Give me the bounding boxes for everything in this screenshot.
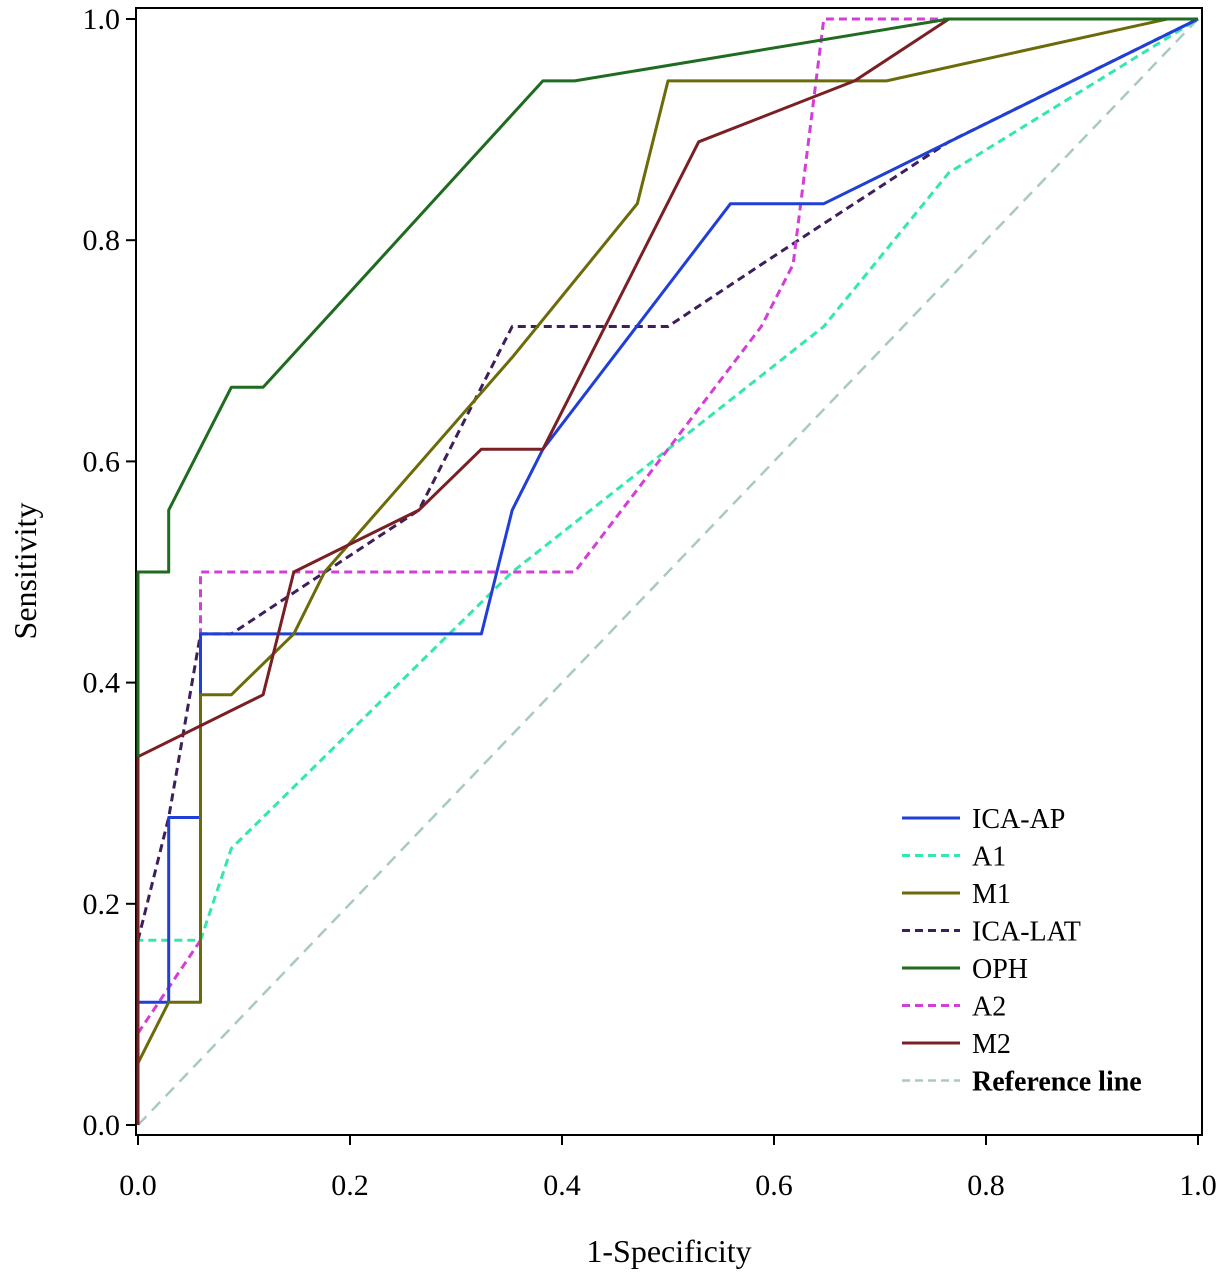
x-tick-label: 0.0: [119, 1169, 157, 1202]
series-line-ica-ap: [136, 17, 1199, 1125]
series-line-a2: [136, 17, 1198, 1035]
legend-label: ICA-LAT: [972, 917, 1081, 948]
legend-label: M1: [972, 879, 1011, 910]
series-line-m2: [136, 17, 1198, 1125]
x-tick-label: 1.0: [1179, 1169, 1217, 1202]
series-line-oph: [136, 17, 1198, 757]
y-tick-label: 0.6: [83, 445, 121, 478]
y-tick-label: 0.8: [83, 224, 121, 257]
series-line-reference-line: [137, 18, 1199, 1126]
axes-layer: 0.0 0.2 0.4 0.6 0.8 1.0 0.0 0.2 0.4 0.6 0.8 1.0: [83, 3, 1217, 1202]
x-tick-label: 0.6: [755, 1169, 793, 1202]
series-line-a1: [136, 17, 1199, 1125]
y-tick-label: 0.4: [83, 667, 121, 700]
y-tick-label: 0.2: [83, 888, 121, 921]
legend-label: OPH: [972, 954, 1028, 985]
y-tick-label: 0.0: [83, 1109, 121, 1142]
legend-label: Reference line: [972, 1067, 1142, 1098]
y-axis-title: Sensitivity: [7, 503, 43, 640]
series-layer: [136, 17, 1199, 1126]
legend: ICA-AP A1 M1 ICA-LAT OPH A2 M2 Reference line: [902, 804, 1142, 1098]
legend-label: A1: [972, 842, 1006, 873]
legend-label: A2: [972, 992, 1006, 1023]
x-tick-label: 0.2: [331, 1169, 369, 1202]
x-tick-label: 0.8: [967, 1169, 1005, 1202]
x-axis-title: 1-Specificity: [586, 1233, 751, 1269]
y-tick-label: 1.0: [83, 3, 121, 36]
legend-label: M2: [972, 1029, 1011, 1060]
series-line-ica-lat: [136, 17, 1199, 941]
legend-label: ICA-AP: [972, 804, 1065, 835]
plot-frame: [135, 7, 1203, 1136]
x-tick-label: 0.4: [543, 1169, 581, 1202]
series-line-m1: [136, 17, 1198, 1064]
